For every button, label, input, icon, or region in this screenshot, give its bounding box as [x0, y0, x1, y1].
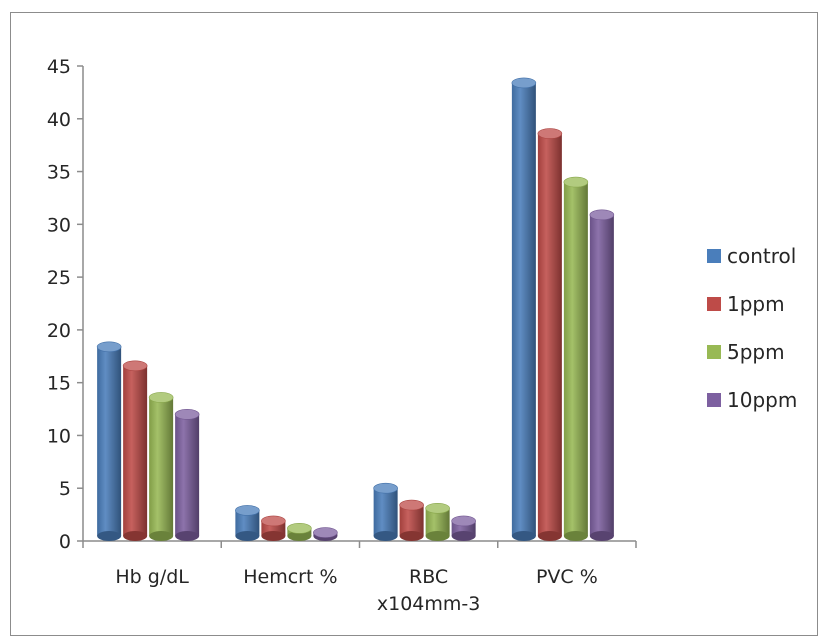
- bar-top: [451, 515, 476, 527]
- y-tick-label: 25: [47, 267, 71, 289]
- legend-label: 1ppm: [727, 292, 785, 316]
- chart-axes: 0 5 10 15 20 25 30 35 40 45 Hb g/dL Hemcrt % RBC x104…: [47, 56, 637, 615]
- legend-swatch: [707, 249, 721, 263]
- bar-control-0: [96, 341, 122, 541]
- bar-top: [399, 499, 424, 511]
- legend-label: 5ppm: [727, 340, 785, 364]
- y-tick-label: 5: [59, 478, 71, 500]
- bar-base: [235, 531, 260, 541]
- bar-1ppm-0: [122, 360, 148, 541]
- bar-body: [123, 365, 148, 536]
- bar-10ppm-0: [174, 409, 200, 541]
- bar-top: [373, 482, 398, 494]
- y-tick-label: 10: [47, 425, 71, 447]
- bar-base: [589, 531, 614, 541]
- bar-base: [287, 531, 312, 541]
- bar-base: [373, 531, 398, 541]
- legend-label: 10ppm: [727, 388, 797, 412]
- bar-base: [175, 531, 200, 541]
- bar-body: [373, 488, 398, 536]
- bar-top: [96, 341, 122, 353]
- bar-base: [563, 531, 588, 541]
- y-tick-label: 20: [47, 320, 71, 342]
- bar-5ppm-2: [425, 502, 450, 541]
- bar-5ppm-3: [563, 176, 589, 541]
- y-tick-label: 35: [47, 162, 71, 184]
- y-tick-label: 45: [47, 56, 71, 78]
- bar-base: [451, 531, 476, 541]
- bar-body: [149, 397, 174, 536]
- bar-body: [511, 82, 536, 536]
- legend-item-control: control: [707, 244, 796, 268]
- x-category-label: Hb g/dL: [115, 566, 189, 588]
- bar-control-3: [511, 77, 537, 541]
- legend-label: control: [727, 244, 796, 268]
- bar-base: [537, 531, 562, 541]
- y-tick-label: 15: [47, 373, 71, 395]
- bar-top: [589, 209, 615, 221]
- y-tick-label: 0: [59, 531, 71, 553]
- bar-top: [148, 392, 174, 403]
- bar-top: [174, 409, 200, 420]
- legend-swatch: [707, 393, 721, 407]
- bar-base: [261, 531, 286, 541]
- bar-base: [123, 531, 148, 541]
- bar-body: [589, 214, 614, 537]
- bar-body: [175, 414, 200, 536]
- bar-1ppm-1: [261, 515, 286, 541]
- bar-top: [537, 128, 563, 139]
- x-category-label: RBC x104mm-3: [377, 566, 480, 615]
- chart-legend: control 1ppm 5ppm 10ppm: [707, 244, 797, 412]
- legend-item-1ppm: 1ppm: [707, 292, 785, 316]
- bar-top: [425, 502, 450, 514]
- legend-item-5ppm: 5ppm: [707, 340, 785, 364]
- bar-top: [122, 360, 148, 372]
- bar-top: [563, 176, 589, 188]
- bar-control-1: [235, 505, 260, 541]
- x-category-label: Hemcrt %: [243, 566, 337, 588]
- bar-5ppm-0: [148, 392, 174, 541]
- bar-control-2: [373, 482, 398, 541]
- legend-item-10ppm: 10ppm: [707, 388, 797, 412]
- bar-10ppm-1: [313, 527, 338, 541]
- bar-base: [97, 531, 122, 541]
- x-category-label: PVC %: [536, 566, 598, 588]
- bar-5ppm-1: [287, 523, 312, 541]
- legend-swatch: [707, 345, 721, 359]
- y-tick-label: 40: [47, 109, 71, 131]
- chart-bars: [96, 77, 615, 541]
- bar-top: [287, 523, 312, 534]
- bar-base: [399, 531, 424, 541]
- bar-base: [511, 531, 536, 541]
- bar-top: [235, 505, 260, 516]
- bar-1ppm-3: [537, 128, 563, 541]
- legend-swatch: [707, 297, 721, 311]
- bar-body: [537, 133, 562, 537]
- bar-base: [425, 531, 450, 541]
- y-tick-label: 30: [47, 214, 71, 236]
- bar-base: [149, 531, 174, 541]
- bar-10ppm-2: [451, 515, 476, 541]
- bar-top: [313, 527, 338, 538]
- bar-top: [261, 515, 286, 527]
- bar-10ppm-3: [589, 209, 615, 541]
- bar-body: [97, 346, 122, 536]
- bar-1ppm-2: [399, 499, 424, 541]
- bar-body: [563, 182, 588, 536]
- bar-top: [511, 77, 537, 89]
